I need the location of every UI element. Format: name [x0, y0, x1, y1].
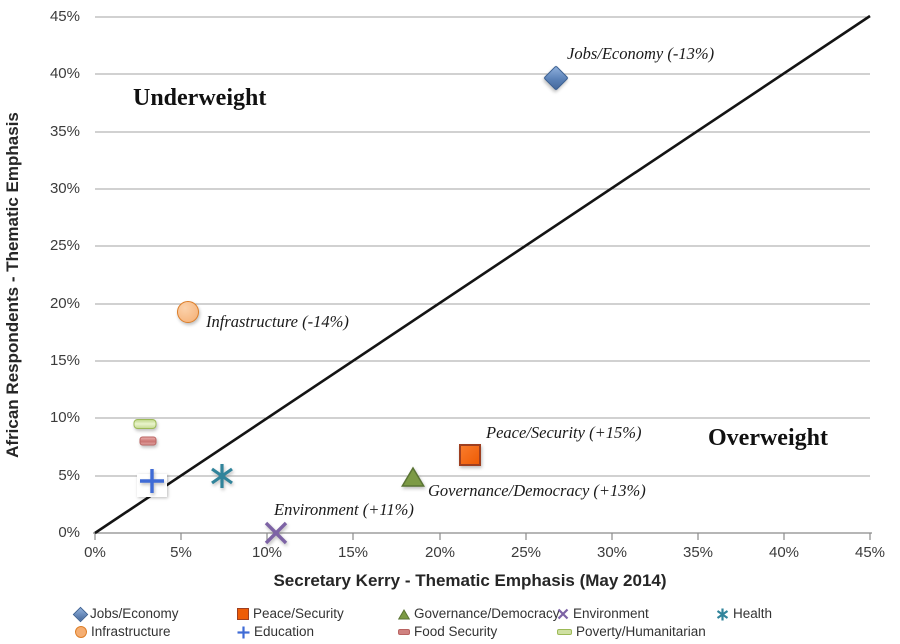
- legend-label: Food Security: [414, 624, 498, 639]
- point-health: [209, 463, 235, 489]
- annotation-environment: Environment (+11%): [274, 500, 414, 519]
- point-governance-democracy: [401, 466, 426, 487]
- legend-item-governance-democracy: Governance/Democracy: [398, 606, 560, 622]
- legend-label: Education: [254, 624, 315, 639]
- x-tick-5: 5%: [170, 544, 192, 561]
- plus-icon: [237, 626, 250, 639]
- asterisk-icon: [716, 608, 729, 621]
- legend-label: Poverty/Humanitarian: [576, 624, 706, 639]
- point-education: [139, 468, 165, 494]
- legend-item-environment: Environment: [557, 606, 649, 622]
- legend-item-jobs-economy: Jobs/Economy: [72, 606, 179, 622]
- x-tick-30: 30%: [596, 544, 628, 561]
- diamond-icon: [72, 606, 89, 622]
- legend-item-peace-security: Peace/Security: [237, 606, 344, 622]
- horizontal-gridlines: [95, 16, 870, 477]
- x-tick-25: 25%: [510, 544, 542, 561]
- y-tick-15: 15%: [49, 352, 80, 369]
- region-label-underweight: Underweight: [133, 85, 267, 111]
- x-tick-10: 10%: [251, 544, 283, 561]
- legend-label: Infrastructure: [91, 624, 171, 639]
- point-infrastructure: [176, 300, 199, 323]
- y-tick-20: 20%: [49, 295, 80, 312]
- x-axis-ticks: [94, 533, 871, 540]
- y-tick-10: 10%: [49, 409, 80, 426]
- triangle-icon: [398, 608, 410, 620]
- legend-label: Governance/Democracy: [414, 606, 560, 621]
- y-tick-35: 35%: [49, 123, 80, 140]
- annotation-infrastructure: Infrastructure (-14%): [206, 312, 349, 331]
- annotation-peace-security: Peace/Security (+15%): [486, 423, 642, 442]
- legend-item-infrastructure: Infrastructure: [75, 624, 171, 640]
- point-environment: [263, 520, 289, 546]
- region-label-overweight: Overweight: [708, 425, 828, 451]
- x-axis-title: Secretary Kerry - Thematic Emphasis (May…: [273, 571, 667, 590]
- square-icon: [237, 608, 249, 620]
- x-tick-20: 20%: [424, 544, 456, 561]
- legend-item-poverty-humanitarian: Poverty/Humanitarian: [557, 624, 706, 640]
- y-tick-30: 30%: [49, 180, 80, 197]
- x-tick-35: 35%: [682, 544, 714, 561]
- legend-item-education: Education: [237, 624, 314, 640]
- legend-label: Jobs/Economy: [90, 606, 179, 621]
- x-tick-15: 15%: [337, 544, 369, 561]
- y-tick-40: 40%: [49, 65, 80, 82]
- dash-icon: [557, 629, 572, 635]
- legend-label: Peace/Security: [253, 606, 344, 621]
- x-tick-40: 40%: [768, 544, 800, 561]
- point-peace-security: [458, 444, 481, 467]
- annotation-governance: Governance/Democracy (+13%): [428, 481, 646, 500]
- x-tick-45: 45%: [854, 544, 886, 561]
- point-poverty-humanitarian: [133, 419, 157, 430]
- legend-label: Health: [733, 606, 773, 621]
- dash-icon: [398, 629, 410, 635]
- x-cross-icon: [557, 608, 569, 620]
- legend-label: Environment: [573, 606, 649, 621]
- y-tick-25: 25%: [49, 237, 80, 254]
- annotation-jobs-economy: Jobs/Economy (-13%): [567, 44, 715, 63]
- x-tick-0: 0%: [84, 544, 106, 561]
- parity-diagonal-line: [94, 14, 871, 535]
- legend-item-health: Health: [716, 606, 772, 622]
- legend-item-food-security: Food Security: [398, 624, 497, 640]
- point-food-security: [139, 436, 157, 446]
- y-tick-5: 5%: [58, 467, 80, 484]
- circle-icon: [75, 626, 87, 638]
- y-tick-0: 0%: [58, 524, 80, 541]
- y-tick-45: 45%: [49, 8, 80, 25]
